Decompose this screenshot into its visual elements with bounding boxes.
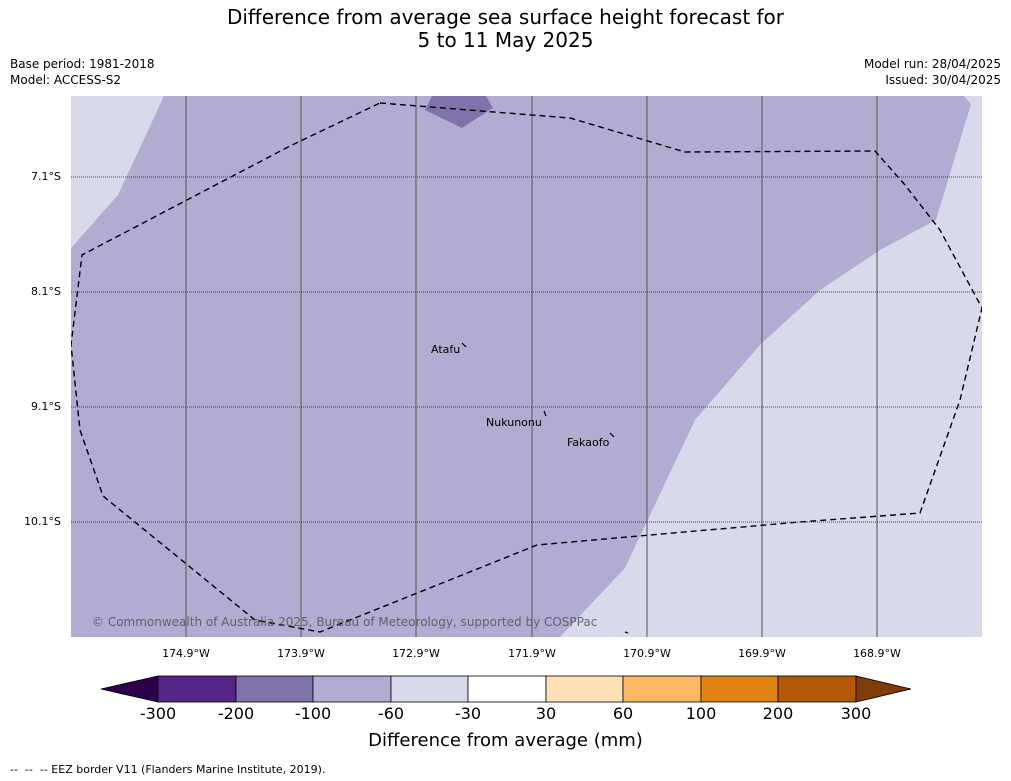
cb-over	[855, 675, 912, 703]
region-medium	[71, 96, 971, 637]
map-title: Difference from average sea surface heig…	[0, 6, 1011, 52]
cb-tick-9: 200	[762, 704, 794, 723]
colorbar-title: Difference from average (mm)	[368, 730, 643, 751]
meta-left: Base period: 1981-2018 Model: ACCESS-S2	[10, 56, 155, 88]
islands	[461, 342, 629, 634]
fakaofo-island	[609, 432, 615, 438]
cb-seg-6	[545, 675, 624, 703]
lat-label-3: 9.1°S	[31, 400, 61, 413]
title-line-2: 5 to 11 May 2025	[417, 28, 594, 52]
lon-label-1: 174.9°W	[162, 647, 210, 660]
lon-label-6: 169.9°W	[738, 647, 786, 660]
issued-date: Issued: 30/04/2025	[885, 73, 1001, 87]
lat-label-4: 10.1°S	[24, 515, 61, 528]
cb-tick-1: -300	[139, 704, 177, 723]
nukunonu-island	[543, 410, 547, 417]
cb-seg-9	[777, 675, 857, 703]
title-line-1: Difference from average sea surface heig…	[226, 5, 785, 29]
cb-seg-1	[157, 675, 237, 703]
base-period: Base period: 1981-2018	[10, 57, 155, 71]
cb-seg-4	[390, 675, 469, 703]
lat-label-2: 8.1°S	[31, 285, 61, 298]
cb-tick-10: 300	[840, 704, 872, 723]
place-fakaofo: Fakaofo	[567, 436, 610, 449]
lon-label-7: 168.9°W	[853, 647, 901, 660]
cb-tick-4: -60	[377, 704, 405, 723]
cb-tick-5: -30	[454, 704, 482, 723]
cb-seg-7	[622, 675, 702, 703]
meridian-lines	[185, 96, 878, 637]
cb-tick-8: 100	[685, 704, 717, 723]
atafu-island	[461, 342, 467, 348]
eez-legend: -- -- -- EEZ border V11 (Flanders Marine…	[10, 763, 326, 776]
model-name: Model: ACCESS-S2	[10, 73, 122, 87]
lon-label-5: 170.9°W	[623, 647, 671, 660]
colorbar	[100, 675, 912, 703]
cb-seg-5	[467, 675, 547, 703]
meta-right: Model run: 28/04/2025 Issued: 30/04/2025	[864, 56, 1001, 88]
place-nukunonu: Nukunonu	[486, 416, 542, 429]
model-run: Model run: 28/04/2025	[863, 57, 1001, 71]
lon-label-4: 171.9°W	[508, 647, 556, 660]
cb-under	[100, 675, 159, 703]
place-atafu: Atafu	[431, 343, 461, 356]
lon-label-3: 172.9°W	[392, 647, 440, 660]
region-dark	[425, 96, 493, 128]
cb-tick-3: -100	[294, 704, 332, 723]
cb-tick-2: -200	[217, 704, 255, 723]
cb-tick-6: 30	[535, 704, 557, 723]
copyright-watermark: © Commonwealth of Australia 2025, Bureau…	[92, 615, 598, 629]
eez-border	[71, 102, 982, 633]
lat-label-1: 7.1°S	[31, 170, 61, 183]
lon-label-2: 173.9°W	[277, 647, 325, 660]
cb-seg-3	[312, 675, 392, 703]
cb-seg-2	[235, 675, 314, 703]
small-island	[624, 631, 629, 634]
cb-seg-8	[700, 675, 779, 703]
cb-tick-7: 60	[612, 704, 634, 723]
